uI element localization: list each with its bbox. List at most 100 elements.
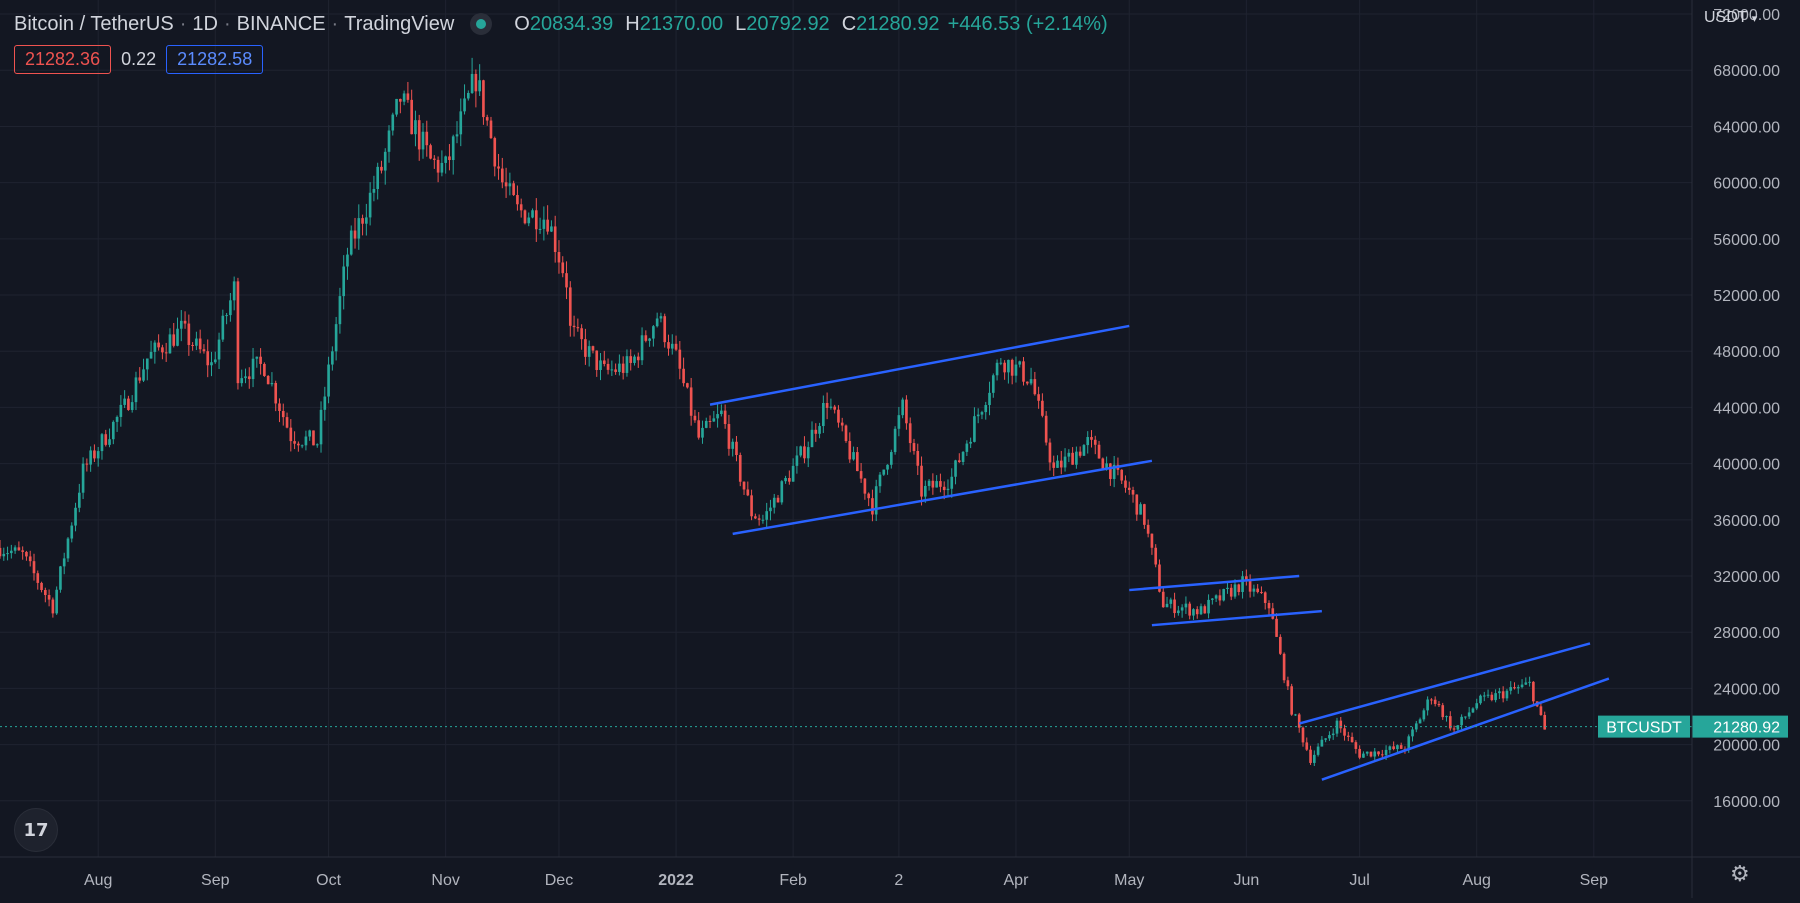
candle-body bbox=[599, 360, 602, 370]
candle-body bbox=[387, 130, 391, 152]
y-tick-label: 52000.00 bbox=[1713, 288, 1780, 305]
candle-body bbox=[568, 287, 572, 326]
candle-body bbox=[716, 414, 719, 419]
candle-body bbox=[1025, 381, 1029, 384]
candle-body bbox=[1422, 710, 1426, 720]
candle-body bbox=[1131, 489, 1135, 495]
candle-body bbox=[1260, 592, 1263, 594]
y-tick-label: 64000.00 bbox=[1713, 119, 1780, 136]
candle-body bbox=[1041, 400, 1044, 416]
candle-body bbox=[368, 192, 372, 218]
sell-price-button[interactable]: 21282.36 bbox=[14, 45, 112, 74]
trendline[interactable] bbox=[732, 459, 1153, 536]
candle-body bbox=[1407, 736, 1411, 751]
candle-body bbox=[946, 488, 950, 491]
candle-body bbox=[1516, 687, 1520, 689]
y-tick-label: 16000.00 bbox=[1713, 794, 1780, 811]
candle-body bbox=[342, 266, 346, 297]
candle-body bbox=[1127, 487, 1131, 490]
candle-body bbox=[1388, 746, 1392, 750]
x-tick-label: Sep bbox=[1580, 872, 1609, 889]
candle-body bbox=[1482, 695, 1486, 697]
trendline[interactable] bbox=[1151, 609, 1322, 627]
y-tick-label: 44000.00 bbox=[1713, 400, 1780, 417]
x-tick-label: 2 bbox=[894, 872, 903, 889]
candle-body bbox=[546, 219, 549, 232]
candle-body bbox=[1143, 504, 1146, 525]
candle-body bbox=[247, 376, 251, 380]
currency-label: USDT bbox=[1704, 9, 1748, 26]
candle-body bbox=[47, 595, 51, 600]
candle-body bbox=[1445, 716, 1448, 718]
change-value: +446.53 (+2.14%) bbox=[947, 12, 1108, 35]
candle-body bbox=[1275, 618, 1278, 637]
candle-body bbox=[17, 547, 21, 551]
candle-body bbox=[66, 538, 70, 559]
candle-body bbox=[1437, 703, 1441, 706]
candle-body bbox=[406, 93, 410, 100]
candle-body bbox=[508, 183, 512, 187]
candle-body bbox=[1248, 579, 1252, 592]
candle-body bbox=[942, 486, 946, 491]
candle-body bbox=[1448, 716, 1452, 729]
candle-body bbox=[1226, 587, 1229, 590]
candle-body bbox=[591, 346, 595, 351]
candle-body bbox=[1105, 463, 1108, 469]
candle-body bbox=[810, 429, 814, 448]
candle-body bbox=[1071, 452, 1074, 465]
trendline[interactable] bbox=[1298, 642, 1591, 725]
candle-body bbox=[1532, 681, 1535, 702]
candle-body bbox=[1433, 699, 1437, 704]
trendline[interactable] bbox=[1321, 677, 1610, 781]
candle-body bbox=[383, 151, 387, 171]
trendline[interactable] bbox=[1129, 574, 1300, 592]
candle-body bbox=[731, 441, 735, 449]
symbol-price-tag: BTCUSDT bbox=[1606, 720, 1682, 737]
candle-body bbox=[633, 356, 636, 363]
candle-body bbox=[572, 325, 576, 328]
candle-body bbox=[1075, 451, 1078, 465]
candle-body bbox=[1490, 694, 1494, 701]
candle-body bbox=[693, 415, 697, 421]
candle-body bbox=[1301, 727, 1305, 743]
interval-label[interactable]: 1D bbox=[192, 12, 218, 35]
candle-body bbox=[470, 73, 474, 93]
gear-icon[interactable]: ⚙ bbox=[1730, 862, 1750, 887]
candle-body bbox=[331, 351, 334, 365]
candle-body bbox=[312, 430, 315, 446]
candle-body bbox=[1396, 745, 1399, 750]
candle-body bbox=[55, 589, 58, 614]
candle-body bbox=[289, 427, 293, 442]
candle-body bbox=[931, 480, 935, 488]
candle-body bbox=[315, 444, 319, 446]
candle-body bbox=[85, 463, 89, 465]
candle-body bbox=[270, 382, 274, 385]
candle-body bbox=[1109, 463, 1112, 479]
candle-body bbox=[0, 547, 2, 557]
candle-body bbox=[1309, 749, 1312, 763]
candle-body bbox=[240, 378, 244, 384]
candle-body bbox=[969, 441, 972, 444]
candle-body bbox=[1033, 379, 1037, 395]
candle-body bbox=[606, 363, 610, 370]
candle-body bbox=[908, 423, 912, 444]
last-price-tag: 21280.92 bbox=[1713, 720, 1780, 737]
candle-body bbox=[1452, 728, 1456, 730]
candle-body bbox=[761, 519, 765, 521]
candle-body bbox=[414, 120, 417, 135]
candle-body bbox=[1222, 589, 1226, 601]
candle-body bbox=[225, 315, 228, 317]
symbol-title[interactable]: Bitcoin / TetherUS bbox=[14, 12, 174, 35]
visibility-eye-icon[interactable] bbox=[470, 13, 493, 35]
candle-body bbox=[478, 80, 481, 92]
buy-price-button[interactable]: 21282.58 bbox=[166, 45, 264, 74]
candle-body bbox=[1392, 746, 1395, 750]
tradingview-logo-icon[interactable]: 17 bbox=[14, 808, 58, 852]
candle-body bbox=[939, 481, 942, 487]
currency-selector[interactable]: USDT ▾ bbox=[1704, 9, 1757, 27]
trendline[interactable] bbox=[709, 324, 1130, 406]
candle-body bbox=[738, 455, 742, 482]
candle-body bbox=[497, 166, 500, 169]
